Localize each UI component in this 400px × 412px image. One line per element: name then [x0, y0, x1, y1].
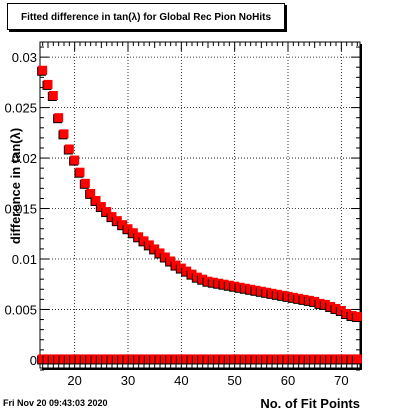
data-point-upper [123, 224, 133, 234]
data-point-upper [91, 195, 101, 205]
data-point-upper [54, 113, 64, 123]
x-axis-label: No. of Fit Points [260, 396, 360, 411]
data-points [37, 65, 362, 365]
data-point-upper [166, 256, 176, 266]
data-point-upper [128, 228, 138, 238]
data-point-upper [96, 202, 106, 212]
data-point-upper [43, 79, 53, 89]
data-point-upper [155, 248, 165, 258]
x-tick-label: 40 [174, 373, 188, 388]
y-tick-label: 0.025 [4, 101, 37, 116]
data-point-upper [75, 167, 85, 177]
data-point-upper [352, 312, 362, 322]
y-tick-label: 0.015 [4, 202, 37, 217]
y-tick-label: 0 [30, 353, 37, 368]
data-point-upper [112, 216, 122, 226]
y-tick-label: 0.005 [4, 302, 37, 317]
x-tick-label: 50 [227, 373, 241, 388]
plot-area [39, 41, 361, 369]
timestamp: Fri Nov 20 09:43:03 2020 [3, 398, 108, 408]
data-point-upper [139, 236, 149, 246]
data-point-lower [352, 354, 362, 364]
x-tick-label: 30 [121, 373, 135, 388]
grid-lines [40, 42, 360, 368]
x-tick-label: 20 [67, 373, 81, 388]
data-point-upper [80, 178, 90, 188]
data-point-upper [150, 244, 160, 254]
y-tick-label: 0.03 [12, 50, 37, 65]
y-tick-label: 0.01 [12, 252, 37, 267]
data-point-upper [134, 232, 144, 242]
data-point-upper [102, 207, 112, 217]
data-point-upper [86, 188, 96, 198]
data-point-upper [70, 155, 80, 165]
data-point-upper [64, 144, 74, 154]
data-point-upper [118, 220, 128, 230]
data-point-upper [144, 240, 154, 250]
y-tick-label: 0.02 [12, 151, 37, 166]
data-point-upper [107, 212, 117, 222]
data-point-upper [38, 65, 48, 75]
tick-labels: 20 30 40 50 60 70 0 0.005 0.01 0.015 0.02 0.025 0.03 [4, 50, 348, 388]
x-tick-label: 60 [281, 373, 295, 388]
data-point-upper [59, 129, 69, 139]
chart-title: Fitted difference in tan(λ) for Global R… [7, 3, 285, 30]
x-tick-label: 70 [334, 373, 348, 388]
data-point-upper [48, 90, 58, 100]
data-point-upper [160, 252, 170, 262]
axis-ticks [40, 42, 360, 371]
y-axis-label: difference in tan(λ) [8, 128, 23, 244]
